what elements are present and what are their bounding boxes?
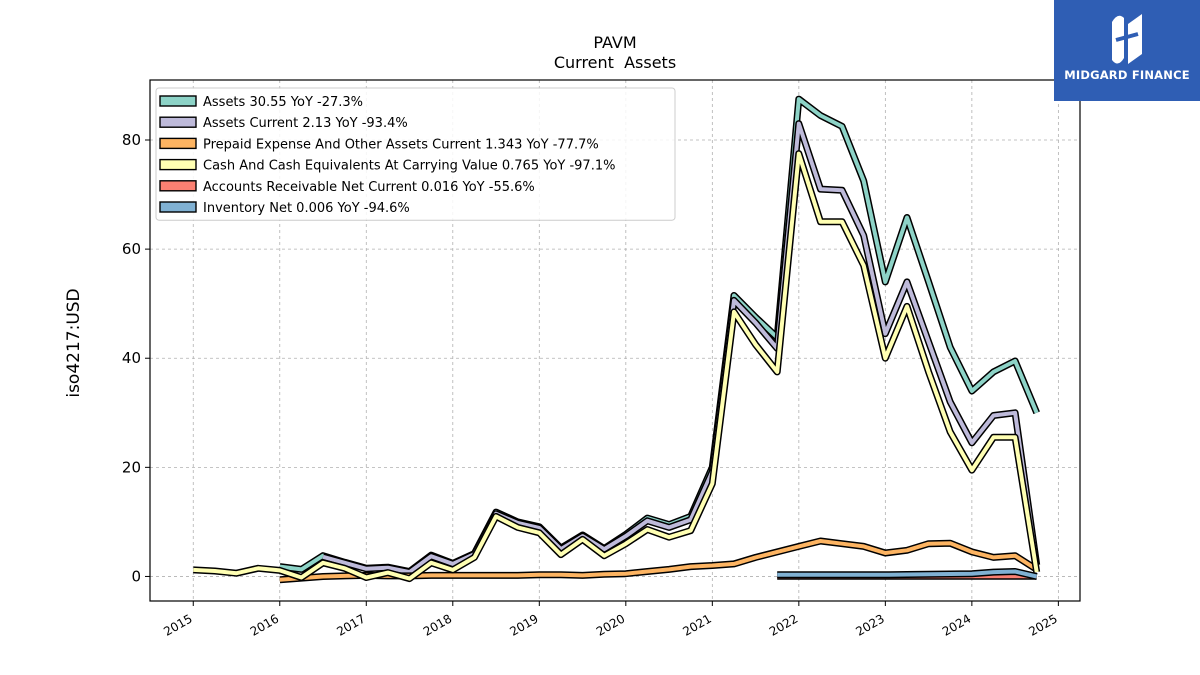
legend-swatch <box>159 95 197 107</box>
series-line <box>193 150 1041 583</box>
legend-box <box>155 87 676 221</box>
x-tick-label: 2022 <box>767 611 800 638</box>
y-tick-label: 20 <box>122 458 141 476</box>
legend-swatch <box>159 180 197 192</box>
chart-title: PAVM <box>593 33 636 52</box>
legend-label: Assets Current 2.13 YoY -93.4% <box>203 116 408 131</box>
legend-swatch <box>159 201 197 213</box>
legend-swatch <box>159 158 197 171</box>
y-axis-label: iso4217:USD <box>64 288 84 397</box>
x-tick-label: 2024 <box>940 611 973 638</box>
legend-label: Inventory Net 0.006 YoY -94.6% <box>203 201 410 216</box>
legend-label: Cash And Cash Equivalents At Carrying Va… <box>203 159 615 174</box>
x-tick-label: 2021 <box>680 611 713 638</box>
x-tick-label: 2018 <box>421 611 454 638</box>
x-tick-label: 2023 <box>853 611 886 638</box>
series-line <box>322 120 1041 576</box>
series-lines <box>193 95 1041 584</box>
plot-frame <box>149 79 1081 602</box>
legend: Assets 30.55 YoY -27.3% Assets Current 2.… <box>155 87 676 221</box>
legend-label: Prepaid Expense And Other Assets Current… <box>203 137 599 152</box>
series-line-fill <box>193 151 1039 581</box>
brand-logo: MIDGARD FINANCE <box>1054 0 1200 101</box>
y-tick-label: 40 <box>122 349 141 367</box>
x-tick-label: 2020 <box>594 611 627 638</box>
x-tick-label: 2025 <box>1026 611 1059 638</box>
y-tick-label: 60 <box>122 240 141 258</box>
chart-subtitle: Current Assets <box>554 53 676 72</box>
series-line-fill <box>322 121 1039 575</box>
x-tick-label: 2019 <box>507 611 540 638</box>
x-tick-label: 2017 <box>334 611 367 638</box>
y-tick-label: 80 <box>122 131 141 149</box>
y-tick-label: 0 <box>131 567 141 585</box>
brand-name: MIDGARD FINANCE <box>1064 68 1190 82</box>
series-line <box>777 568 1038 580</box>
legend-label: Accounts Receivable Net Current 0.016 Yo… <box>203 180 535 195</box>
x-tick-label: 2016 <box>248 611 281 638</box>
legend-label: Assets 30.55 YoY -27.3% <box>203 95 363 110</box>
series-line-fill <box>777 569 1038 579</box>
x-tick-label: 2015 <box>161 611 194 638</box>
legend-swatch <box>159 116 197 128</box>
legend-swatch <box>159 137 197 150</box>
brand-mark-icon <box>1112 14 1142 64</box>
